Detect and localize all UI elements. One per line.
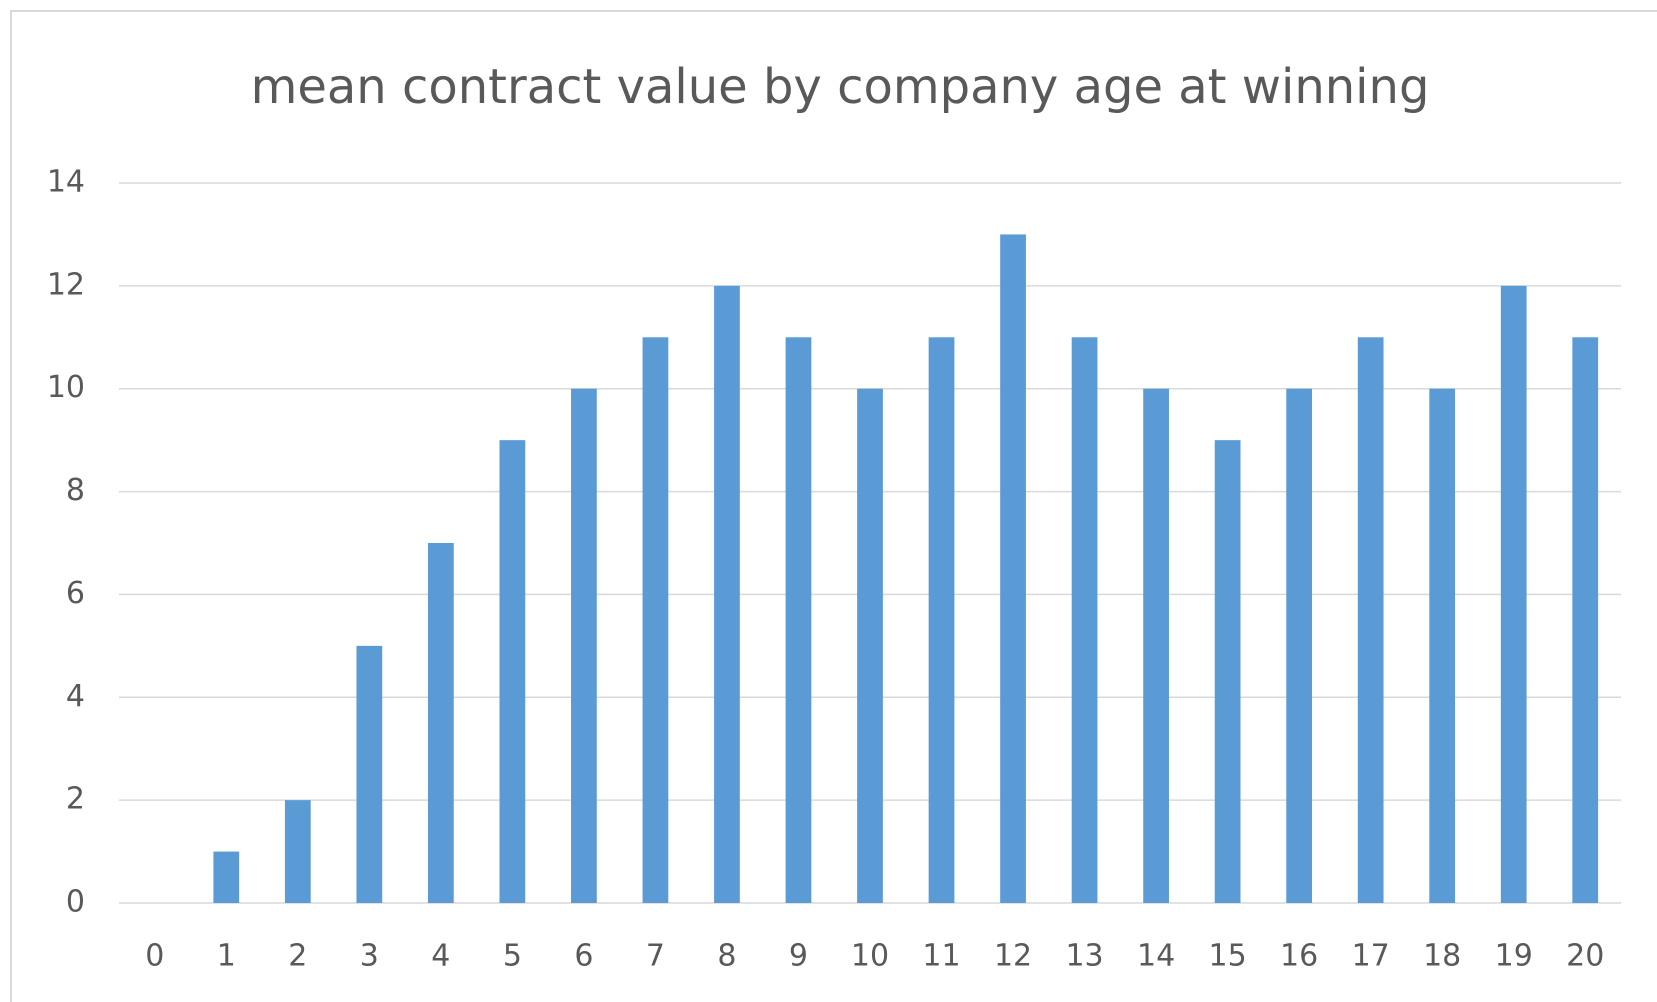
x-tick-label: 13 <box>1065 939 1103 974</box>
y-tick-label: 14 <box>47 165 85 200</box>
bar <box>1286 388 1313 903</box>
bar <box>284 800 311 903</box>
x-tick-label: 9 <box>789 939 808 974</box>
bar <box>1000 234 1026 903</box>
x-tick-label: 5 <box>503 939 522 974</box>
x-tick-label: 17 <box>1352 939 1390 974</box>
x-tick-label: 19 <box>1495 939 1533 974</box>
bar <box>714 285 740 903</box>
bar <box>1357 337 1384 903</box>
x-tick-label: 18 <box>1423 939 1461 974</box>
bar <box>928 337 955 903</box>
x-tick-label: 14 <box>1137 939 1175 974</box>
chart-title: mean contract value by company age at wi… <box>251 59 1430 115</box>
bar <box>1143 388 1169 903</box>
y-tick-label: 2 <box>66 782 85 817</box>
x-tick-label: 12 <box>994 939 1032 974</box>
bar <box>1214 440 1241 903</box>
x-tick-label: 16 <box>1280 939 1318 974</box>
bar <box>642 337 669 903</box>
x-tick-label: 4 <box>431 939 450 974</box>
x-tick-label: 15 <box>1209 939 1247 974</box>
bar <box>1429 388 1456 903</box>
bar <box>427 543 454 903</box>
bar <box>1500 285 1527 903</box>
x-tick-label: 10 <box>851 939 889 974</box>
x-tick-label: 20 <box>1566 939 1604 974</box>
y-tick-label: 0 <box>66 885 85 920</box>
bar <box>785 337 812 903</box>
y-tick-label: 12 <box>47 267 85 302</box>
x-tick-label: 3 <box>360 939 379 974</box>
bar <box>571 388 597 903</box>
chart-border <box>10 10 1657 1002</box>
y-tick-label: 10 <box>47 370 85 405</box>
x-tick-label: 7 <box>646 939 665 974</box>
y-tick-label: 4 <box>66 679 85 714</box>
x-tick-label: 2 <box>288 939 307 974</box>
bar <box>1572 337 1599 903</box>
x-tick-label: 11 <box>922 939 960 974</box>
bar <box>213 851 240 903</box>
bar <box>499 440 526 903</box>
bar <box>1071 337 1098 903</box>
x-tick-label: 1 <box>217 939 236 974</box>
bar <box>857 388 883 903</box>
y-tick-label: 8 <box>66 473 85 508</box>
x-tick-label: 6 <box>574 939 593 974</box>
x-tick-label: 0 <box>145 939 164 974</box>
y-tick-label: 6 <box>66 576 85 611</box>
bar <box>356 645 383 903</box>
x-tick-label: 8 <box>717 939 736 974</box>
